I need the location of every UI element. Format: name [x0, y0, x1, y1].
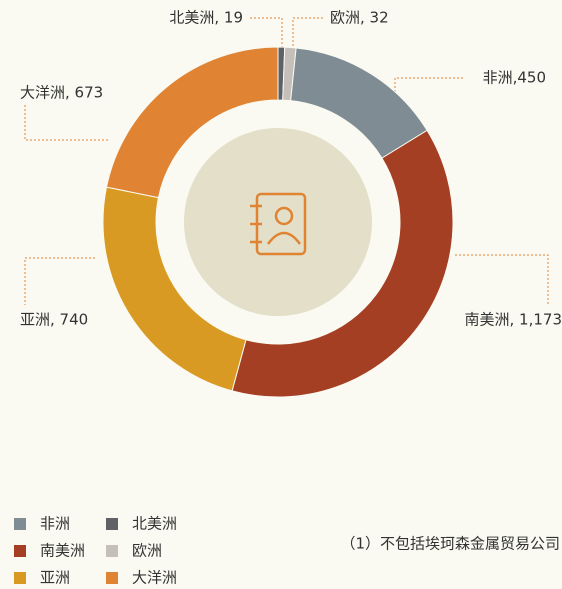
legend-label: 非洲	[40, 515, 70, 533]
legend-label: 北美洲	[132, 515, 177, 533]
donut-slice	[231, 129, 454, 398]
legend-label: 欧洲	[132, 542, 162, 560]
legend-swatch	[14, 545, 26, 557]
legend-label: 南美洲	[40, 542, 85, 560]
legend-swatch	[106, 545, 118, 557]
data-label: 欧洲, 32	[330, 9, 389, 27]
legend-swatch	[14, 518, 26, 530]
donut-slice	[105, 46, 279, 199]
footnote: （1）不包括埃珂森金属贸易公司	[340, 535, 560, 553]
data-label: 非洲,450	[483, 69, 546, 87]
leader-line	[292, 17, 325, 50]
leader-line	[24, 105, 110, 141]
data-label: 亚洲, 740	[20, 311, 88, 329]
legend-swatch	[106, 518, 118, 530]
leader-line	[24, 257, 95, 305]
leader-line	[394, 77, 465, 92]
data-label: 北美洲, 19	[169, 9, 243, 27]
leader-line	[250, 17, 283, 48]
center-icon	[250, 192, 307, 256]
legend-swatch	[14, 572, 26, 584]
legend-swatch	[106, 572, 118, 584]
leader-line	[455, 254, 549, 305]
legend-label: 大洋洲	[132, 569, 177, 587]
legend-label: 亚洲	[40, 569, 70, 587]
data-label: 南美洲, 1,173	[465, 311, 562, 329]
data-label: 大洋洲, 673	[20, 84, 103, 102]
